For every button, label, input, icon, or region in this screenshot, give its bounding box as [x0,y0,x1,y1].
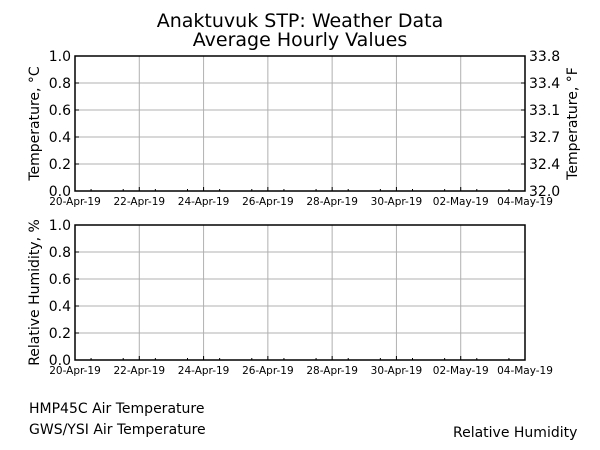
x-tick-label: 30-Apr-19 [371,365,423,377]
x-tick-label: 28-Apr-19 [306,365,358,377]
y2-tick-label: 33.8 [529,49,560,65]
y-tick-label: 0.4 [49,299,71,315]
x-tick-label: 24-Apr-19 [178,365,230,377]
x-tick-label: 26-Apr-19 [242,196,294,208]
x-tick-label: 28-Apr-19 [306,196,358,208]
x-tick-label: 26-Apr-19 [242,365,294,377]
x-tick-label: 24-Apr-19 [178,196,230,208]
x-tick-label: 20-Apr-19 [49,365,101,377]
legend-relative-humidity: Relative Humidity [453,425,578,441]
legend-gws-ysi-air-temperature: GWS/YSI Air Temperature [29,422,206,438]
x-tick-label: 22-Apr-19 [114,365,166,377]
y2-tick-label: 32.7 [529,130,560,146]
y2-axis-label: Temperature, °F [565,67,581,181]
temperature-panel: 20-Apr-19 22-Apr-19 24-Apr-19 26-Apr-19 28-A… [27,49,581,208]
plot-area [75,56,525,191]
y-tick-label: 0.8 [49,245,71,261]
y2-tick-label: 32.0 [529,184,560,200]
y-tick-label: 0.6 [49,272,71,288]
humidity-panel: 20-Apr-19 22-Apr-19 24-Apr-19 26-Apr-19 28-A… [27,218,553,377]
x-tick-label: 30-Apr-19 [371,196,423,208]
plot-area [75,225,525,360]
plot-frame [74,55,526,192]
x-tick-label: 02-May-19 [433,196,489,208]
y2-tick-label: 33.4 [529,76,560,92]
x-tick-label: 20-Apr-19 [49,196,101,208]
y-tick-label: 0.0 [49,353,71,369]
chart-title: Anaktuvuk STP: Weather Data [156,10,444,32]
plot-frame [74,224,526,361]
y-tick-label: 0.6 [49,103,71,119]
y-tick-label: 1.0 [49,218,71,234]
y-tick-label: 0.2 [49,157,71,173]
y-tick-label: 0.4 [49,130,71,146]
y-tick-label: 0.2 [49,326,71,342]
x-tick-label: 22-Apr-19 [114,196,166,208]
y-tick-label: 1.0 [49,49,71,65]
y-axis-label: Relative Humidity, % [27,219,43,366]
y-tick-label: 0.8 [49,76,71,92]
y2-tick-label: 32.4 [529,157,560,173]
y-axis-label: Temperature, °C [27,66,43,182]
x-tick-label: 04-May-19 [497,365,553,377]
chart-subtitle: Average Hourly Values [192,29,408,51]
x-tick-label: 04-May-19 [497,196,553,208]
y-tick-label: 0.0 [49,184,71,200]
x-tick-label: 02-May-19 [433,365,489,377]
legend-hmp45c-air-temperature: HMP45C Air Temperature [29,401,205,417]
y2-tick-label: 33.1 [529,103,560,119]
